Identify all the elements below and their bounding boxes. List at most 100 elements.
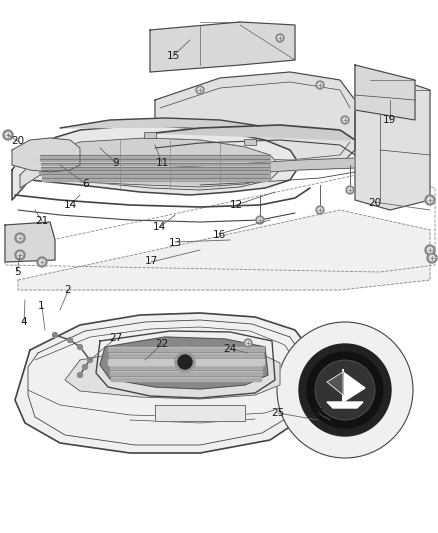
Circle shape	[341, 116, 349, 124]
Text: 6: 6	[82, 179, 89, 189]
Circle shape	[178, 355, 192, 369]
Polygon shape	[12, 125, 300, 200]
Polygon shape	[40, 155, 270, 157]
Polygon shape	[12, 138, 80, 172]
Text: 5: 5	[14, 267, 21, 277]
Circle shape	[17, 252, 23, 258]
Polygon shape	[355, 65, 415, 120]
Circle shape	[246, 341, 250, 345]
Circle shape	[348, 188, 352, 192]
Polygon shape	[42, 178, 268, 181]
Text: 27: 27	[110, 334, 123, 343]
Circle shape	[88, 358, 92, 362]
Polygon shape	[109, 359, 263, 362]
Polygon shape	[110, 371, 261, 375]
Circle shape	[258, 218, 262, 222]
Text: 15: 15	[166, 51, 180, 61]
Polygon shape	[109, 353, 263, 357]
Text: 22: 22	[155, 339, 169, 349]
Circle shape	[276, 34, 284, 42]
Polygon shape	[100, 337, 268, 389]
Text: 16: 16	[212, 230, 226, 239]
Polygon shape	[41, 166, 269, 169]
Circle shape	[346, 186, 354, 194]
Circle shape	[315, 360, 375, 420]
Circle shape	[244, 339, 252, 347]
Text: 13: 13	[169, 238, 182, 247]
Polygon shape	[15, 313, 310, 453]
Circle shape	[318, 83, 322, 87]
Circle shape	[425, 245, 435, 255]
Text: 21: 21	[35, 216, 48, 226]
Circle shape	[82, 365, 88, 369]
Circle shape	[425, 195, 435, 205]
Text: 20: 20	[368, 198, 381, 207]
Circle shape	[15, 250, 25, 260]
Circle shape	[307, 352, 383, 428]
Polygon shape	[355, 65, 430, 210]
Polygon shape	[155, 125, 355, 140]
Text: 11: 11	[155, 158, 169, 167]
Text: 12: 12	[230, 200, 243, 210]
Text: 26: 26	[311, 408, 324, 418]
Text: 9: 9	[113, 158, 120, 167]
Text: 1: 1	[38, 302, 45, 311]
Text: 25: 25	[272, 408, 285, 418]
Polygon shape	[42, 174, 268, 176]
Circle shape	[17, 235, 23, 241]
Bar	[244, 139, 256, 145]
Circle shape	[37, 257, 47, 267]
Polygon shape	[327, 372, 343, 395]
Circle shape	[318, 208, 322, 212]
Circle shape	[316, 81, 324, 89]
Circle shape	[256, 216, 264, 224]
Circle shape	[427, 247, 433, 253]
Circle shape	[427, 253, 437, 263]
Text: 14: 14	[64, 200, 77, 210]
Polygon shape	[5, 222, 55, 262]
Polygon shape	[18, 210, 430, 290]
Text: 19: 19	[383, 115, 396, 125]
Text: 2: 2	[64, 286, 71, 295]
Circle shape	[15, 233, 25, 243]
Circle shape	[427, 197, 433, 203]
Polygon shape	[65, 347, 280, 399]
Circle shape	[175, 352, 195, 372]
Circle shape	[277, 322, 413, 458]
Circle shape	[39, 259, 45, 265]
Polygon shape	[108, 347, 264, 351]
Polygon shape	[327, 402, 363, 408]
Circle shape	[316, 206, 324, 214]
Polygon shape	[60, 118, 260, 128]
Circle shape	[53, 333, 57, 337]
Polygon shape	[40, 138, 270, 187]
Circle shape	[278, 36, 282, 40]
Bar	[144, 132, 156, 138]
Circle shape	[343, 118, 347, 122]
Text: 14: 14	[153, 222, 166, 231]
Circle shape	[78, 344, 82, 350]
Circle shape	[299, 344, 391, 436]
Circle shape	[78, 373, 82, 377]
Text: 24: 24	[223, 344, 237, 354]
Circle shape	[67, 337, 73, 343]
Polygon shape	[41, 163, 269, 165]
Text: 20: 20	[11, 136, 24, 146]
Polygon shape	[155, 405, 245, 421]
Polygon shape	[41, 171, 268, 173]
Circle shape	[196, 86, 204, 94]
Text: 4: 4	[21, 318, 28, 327]
Polygon shape	[110, 365, 262, 368]
Circle shape	[3, 130, 13, 140]
Text: 17: 17	[145, 256, 158, 266]
Polygon shape	[20, 138, 282, 190]
Polygon shape	[111, 377, 261, 381]
Circle shape	[198, 88, 202, 92]
Polygon shape	[40, 159, 270, 161]
Circle shape	[429, 255, 435, 261]
Polygon shape	[155, 72, 355, 170]
Circle shape	[5, 132, 11, 138]
Polygon shape	[108, 359, 264, 365]
Polygon shape	[343, 372, 365, 402]
Polygon shape	[155, 158, 355, 178]
